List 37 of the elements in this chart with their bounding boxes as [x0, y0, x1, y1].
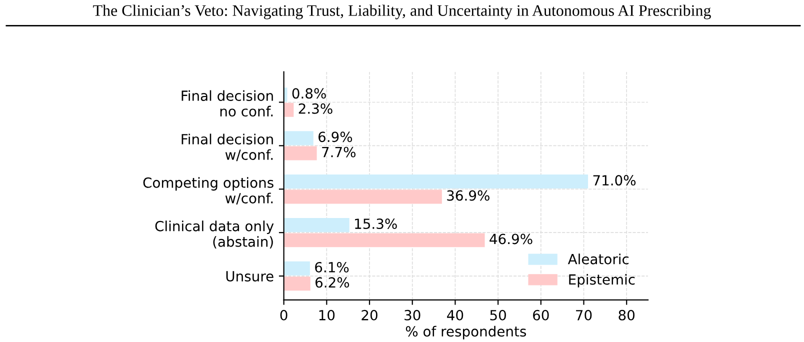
bar [284, 146, 317, 160]
bar [284, 261, 310, 276]
x-tick-label: 40 [447, 310, 464, 320]
x-tick-label: 80 [618, 310, 635, 320]
y-tick-label: Final decision no conf. [182, 90, 273, 117]
data-label: 2.3% [298, 103, 332, 114]
data-label: 7.7% [322, 146, 356, 158]
data-label: 6.2% [316, 277, 350, 288]
y-tick-label: Final decision w/conf. [182, 134, 273, 162]
data-label: 71.0% [593, 175, 636, 186]
data-label: 46.9% [490, 234, 532, 244]
chart-title: The Clinician’s Veto: Navigating Trust, Liability, and Uncertainty in Autonomous AI Prescribing [93, 4, 711, 20]
x-axis-title: % of respondents [406, 326, 526, 340]
data-label: 6.9% [318, 132, 352, 142]
data-label: 36.9% [447, 190, 490, 201]
x-tick-label: 30 [404, 310, 420, 320]
bar [284, 233, 485, 248]
x-tick-label: 20 [362, 310, 378, 320]
bar [284, 174, 588, 189]
x-tick-label: 10 [319, 310, 335, 320]
y-tick-label: Competing options w/conf. [143, 177, 274, 205]
bar [284, 218, 350, 232]
x-tick-label: 0 [280, 310, 288, 320]
bar [284, 276, 310, 291]
legend-label: Aleatoric [568, 254, 629, 264]
x-tick-label: 60 [533, 310, 549, 320]
data-label: 0.8% [292, 88, 326, 99]
bar [284, 190, 442, 204]
y-tick-label: Unsure [226, 271, 274, 282]
bar [284, 131, 314, 146]
data-label: 15.3% [355, 218, 397, 230]
x-tick-label: 50 [490, 310, 506, 320]
data-label: 6.1% [315, 262, 349, 272]
bar [284, 102, 294, 117]
x-tick-label: 70 [576, 310, 592, 320]
y-tick-label: Clinical data only (abstain) [155, 220, 274, 249]
legend-label: Epistemic [569, 274, 635, 288]
